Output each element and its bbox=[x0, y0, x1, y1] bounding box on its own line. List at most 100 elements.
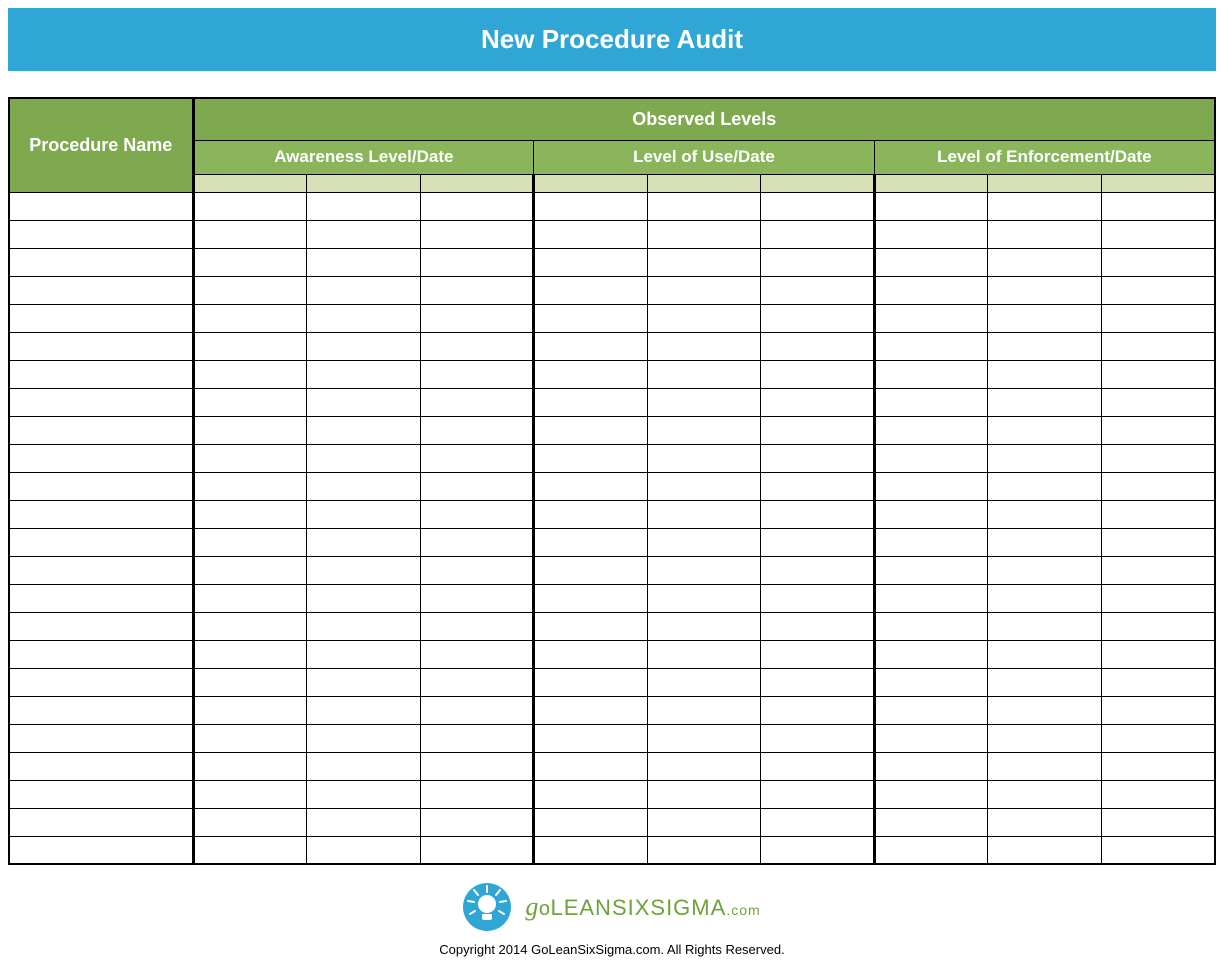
data-cell[interactable] bbox=[647, 696, 761, 724]
data-cell[interactable] bbox=[761, 472, 875, 500]
data-cell[interactable] bbox=[647, 528, 761, 556]
data-cell[interactable] bbox=[1101, 808, 1215, 836]
data-cell[interactable] bbox=[988, 276, 1102, 304]
data-cell[interactable] bbox=[1101, 724, 1215, 752]
data-cell[interactable] bbox=[1101, 780, 1215, 808]
data-cell[interactable] bbox=[1101, 668, 1215, 696]
procedure-name-cell[interactable] bbox=[9, 556, 193, 584]
data-cell[interactable] bbox=[988, 192, 1102, 220]
data-cell[interactable] bbox=[988, 332, 1102, 360]
data-cell[interactable] bbox=[874, 556, 988, 584]
data-cell[interactable] bbox=[193, 584, 307, 612]
data-cell[interactable] bbox=[193, 640, 307, 668]
data-cell[interactable] bbox=[761, 332, 875, 360]
data-cell[interactable] bbox=[307, 360, 421, 388]
data-cell[interactable] bbox=[761, 220, 875, 248]
data-cell[interactable] bbox=[761, 640, 875, 668]
data-cell[interactable] bbox=[874, 640, 988, 668]
data-cell[interactable] bbox=[307, 220, 421, 248]
procedure-name-cell[interactable] bbox=[9, 276, 193, 304]
data-cell[interactable] bbox=[307, 556, 421, 584]
data-cell[interactable] bbox=[874, 500, 988, 528]
data-cell[interactable] bbox=[647, 500, 761, 528]
data-cell[interactable] bbox=[647, 556, 761, 584]
data-cell[interactable] bbox=[874, 388, 988, 416]
data-cell[interactable] bbox=[988, 556, 1102, 584]
data-cell[interactable] bbox=[534, 332, 648, 360]
procedure-name-cell[interactable] bbox=[9, 192, 193, 220]
data-cell[interactable] bbox=[647, 584, 761, 612]
data-cell[interactable] bbox=[420, 192, 534, 220]
data-cell[interactable] bbox=[193, 780, 307, 808]
data-cell[interactable] bbox=[193, 304, 307, 332]
data-cell[interactable] bbox=[761, 752, 875, 780]
data-cell[interactable] bbox=[874, 584, 988, 612]
data-cell[interactable] bbox=[647, 724, 761, 752]
data-cell[interactable] bbox=[647, 472, 761, 500]
data-cell[interactable] bbox=[193, 220, 307, 248]
data-cell[interactable] bbox=[193, 724, 307, 752]
data-cell[interactable] bbox=[307, 500, 421, 528]
data-cell[interactable] bbox=[761, 836, 875, 864]
data-cell[interactable] bbox=[761, 248, 875, 276]
data-cell[interactable] bbox=[1101, 696, 1215, 724]
data-cell[interactable] bbox=[534, 248, 648, 276]
data-cell[interactable] bbox=[307, 668, 421, 696]
data-cell[interactable] bbox=[1101, 332, 1215, 360]
procedure-name-cell[interactable] bbox=[9, 584, 193, 612]
data-cell[interactable] bbox=[988, 500, 1102, 528]
procedure-name-cell[interactable] bbox=[9, 360, 193, 388]
data-cell[interactable] bbox=[988, 304, 1102, 332]
data-cell[interactable] bbox=[761, 808, 875, 836]
data-cell[interactable] bbox=[988, 836, 1102, 864]
data-cell[interactable] bbox=[988, 808, 1102, 836]
data-cell[interactable] bbox=[307, 444, 421, 472]
data-cell[interactable] bbox=[761, 528, 875, 556]
data-cell[interactable] bbox=[307, 248, 421, 276]
data-cell[interactable] bbox=[420, 248, 534, 276]
data-cell[interactable] bbox=[420, 360, 534, 388]
data-cell[interactable] bbox=[307, 808, 421, 836]
data-cell[interactable] bbox=[193, 696, 307, 724]
procedure-name-cell[interactable] bbox=[9, 500, 193, 528]
procedure-name-cell[interactable] bbox=[9, 612, 193, 640]
data-cell[interactable] bbox=[988, 388, 1102, 416]
procedure-name-cell[interactable] bbox=[9, 752, 193, 780]
data-cell[interactable] bbox=[307, 780, 421, 808]
data-cell[interactable] bbox=[874, 836, 988, 864]
data-cell[interactable] bbox=[1101, 192, 1215, 220]
data-cell[interactable] bbox=[988, 640, 1102, 668]
data-cell[interactable] bbox=[534, 556, 648, 584]
data-cell[interactable] bbox=[988, 668, 1102, 696]
data-cell[interactable] bbox=[193, 444, 307, 472]
procedure-name-cell[interactable] bbox=[9, 304, 193, 332]
data-cell[interactable] bbox=[761, 388, 875, 416]
data-cell[interactable] bbox=[988, 752, 1102, 780]
data-cell[interactable] bbox=[874, 192, 988, 220]
data-cell[interactable] bbox=[988, 248, 1102, 276]
data-cell[interactable] bbox=[647, 220, 761, 248]
data-cell[interactable] bbox=[307, 612, 421, 640]
data-cell[interactable] bbox=[193, 528, 307, 556]
data-cell[interactable] bbox=[647, 640, 761, 668]
data-cell[interactable] bbox=[761, 192, 875, 220]
data-cell[interactable] bbox=[420, 500, 534, 528]
data-cell[interactable] bbox=[647, 612, 761, 640]
data-cell[interactable] bbox=[874, 360, 988, 388]
data-cell[interactable] bbox=[193, 388, 307, 416]
data-cell[interactable] bbox=[307, 332, 421, 360]
data-cell[interactable] bbox=[874, 780, 988, 808]
data-cell[interactable] bbox=[988, 360, 1102, 388]
data-cell[interactable] bbox=[534, 276, 648, 304]
data-cell[interactable] bbox=[534, 584, 648, 612]
data-cell[interactable] bbox=[307, 276, 421, 304]
data-cell[interactable] bbox=[1101, 360, 1215, 388]
data-cell[interactable] bbox=[193, 808, 307, 836]
data-cell[interactable] bbox=[988, 472, 1102, 500]
data-cell[interactable] bbox=[874, 276, 988, 304]
data-cell[interactable] bbox=[988, 696, 1102, 724]
data-cell[interactable] bbox=[420, 276, 534, 304]
data-cell[interactable] bbox=[1101, 416, 1215, 444]
data-cell[interactable] bbox=[193, 248, 307, 276]
procedure-name-cell[interactable] bbox=[9, 668, 193, 696]
